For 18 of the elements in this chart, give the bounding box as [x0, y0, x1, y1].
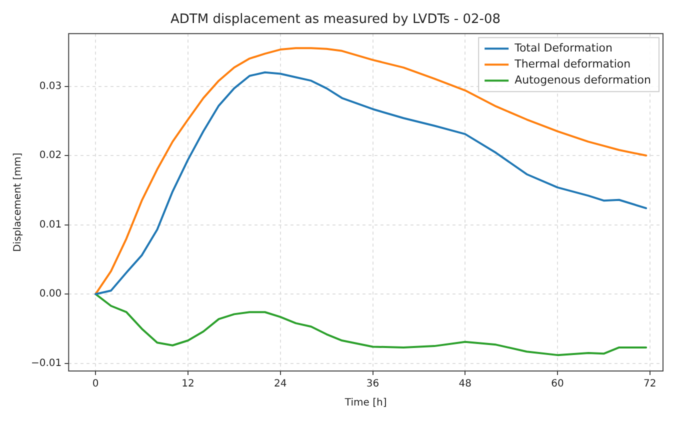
y-tick-label: 0.00 [39, 288, 62, 300]
y-axis-title: Displacement [mm] [12, 152, 24, 252]
x-tick-label: 48 [458, 378, 472, 390]
y-tick-label: 0.03 [39, 80, 62, 92]
x-tick-label: 36 [366, 378, 380, 390]
x-tick-label: 0 [92, 378, 99, 390]
legend-label: Total Deformation [514, 41, 613, 54]
y-tick-label: −0.01 [30, 358, 62, 369]
legend-label: Thermal deformation [514, 57, 631, 70]
x-tick-label: 60 [551, 378, 564, 390]
chart-title: ADTM displacement as measured by LVDTs - 02-08 [170, 12, 500, 28]
legend-label: Autogenous deformation [514, 73, 652, 86]
x-tick-label: 72 [644, 378, 656, 390]
y-tick-label: 0.01 [39, 219, 62, 230]
x-tick-label: 12 [182, 378, 194, 390]
y-tick-label: 0.02 [39, 150, 62, 162]
x-tick-label: 24 [274, 378, 287, 390]
x-axis-title: Time [h] [344, 398, 387, 409]
